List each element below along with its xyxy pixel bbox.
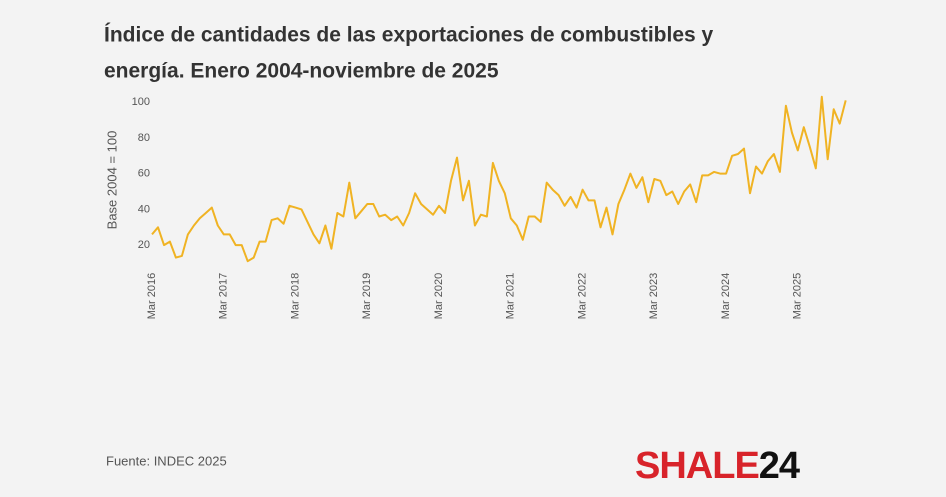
x-tick-label: Mar 2017 (218, 273, 230, 319)
x-tick-label: Mar 2016 (146, 273, 158, 319)
logo: SHALE24 (635, 445, 800, 487)
x-tick-label: Mar 2019 (361, 273, 373, 319)
y-tick-label: 20 (138, 239, 150, 251)
y-tick-label: 100 (132, 96, 150, 108)
chart-title: Índice de cantidades de las exportacione… (104, 24, 714, 47)
y-axis-label: Base 2004 = 100 (104, 131, 119, 230)
x-tick-label: Mar 2020 (433, 273, 445, 319)
y-tick-label: 60 (138, 168, 150, 180)
x-tick-label: Mar 2022 (576, 273, 588, 319)
source: Fuente: INDEC 2025 (106, 453, 227, 468)
data-line (151, 95, 847, 263)
chart-title: energía. Enero 2004-noviembre de 2025 (104, 60, 499, 83)
x-tick-label: Mar 2025 (792, 273, 804, 319)
x-tick-label: Mar 2018 (289, 273, 301, 319)
y-tick-label: 40 (138, 203, 150, 215)
x-tick-label: Mar 2023 (648, 273, 660, 319)
x-tick-label: Mar 2024 (720, 273, 732, 319)
logo-part: 24 (759, 445, 800, 487)
logo-part: SHALE (635, 445, 759, 487)
y-tick-label: 80 (138, 132, 150, 144)
x-tick-label: Mar 2021 (505, 273, 517, 319)
